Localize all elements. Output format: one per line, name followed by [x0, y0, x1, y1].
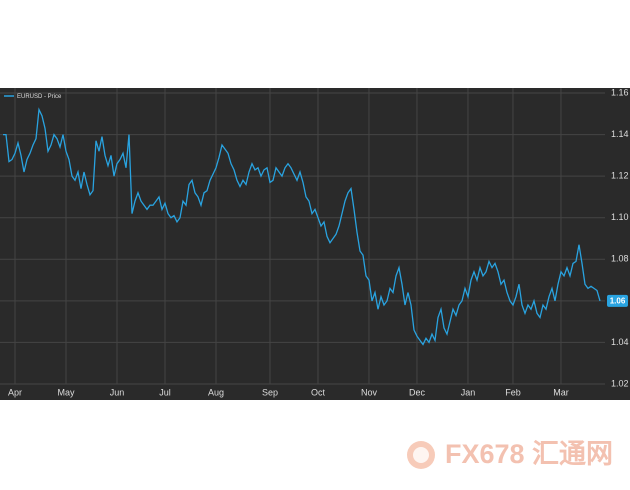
x-tick-label: Apr [8, 387, 22, 397]
x-tick-label: Jan [461, 387, 476, 397]
x-tick-label: Sep [262, 387, 278, 397]
y-tick-label: 1.14 [611, 129, 629, 139]
legend-label: EURUSD - Price [17, 94, 62, 100]
y-tick-label: 1.04 [611, 337, 629, 347]
x-tick-label: Nov [361, 387, 378, 397]
last-value-label: 1.06 [610, 296, 626, 305]
x-tick-label: Jul [159, 387, 171, 397]
x-tick-label: Oct [311, 387, 326, 397]
last-value-box [607, 294, 628, 307]
x-tick-label: Dec [409, 387, 426, 397]
y-tick-label: 1.08 [611, 254, 629, 264]
x-tick-label: Jun [110, 387, 125, 397]
y-tick-label: 1.12 [611, 171, 629, 181]
chart-background [0, 88, 630, 400]
watermark: FX678 汇通网 [445, 439, 613, 469]
x-tick-label: May [57, 387, 75, 397]
y-tick-label: 1.02 [611, 378, 629, 388]
price-line [3, 107, 601, 346]
x-tick-label: Feb [505, 387, 521, 397]
y-tick-label: 1.16 [611, 87, 629, 97]
x-tick-label: Aug [208, 387, 224, 397]
watermark-logo [413, 447, 429, 463]
x-tick-label: Mar [553, 387, 569, 397]
y-tick-label: 1.10 [611, 212, 629, 222]
